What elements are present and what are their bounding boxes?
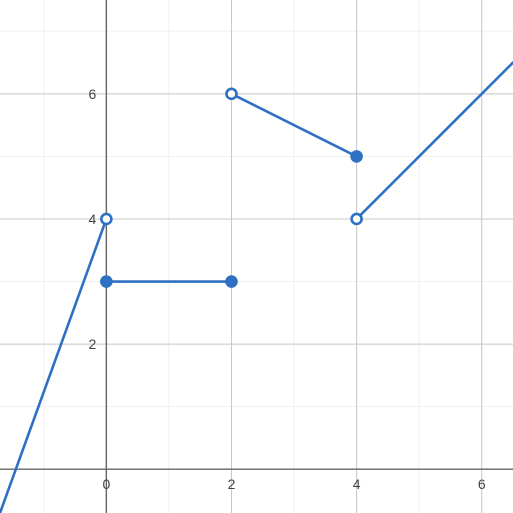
closed-point [352, 151, 362, 161]
closed-point [226, 277, 236, 287]
x-tick-label: 0 [102, 476, 110, 492]
plot-svg: 0 2 4 6 2 4 6 [0, 0, 513, 513]
y-tick-label: 6 [88, 86, 96, 102]
y-tick-label: 4 [88, 211, 96, 227]
closed-point [101, 277, 111, 287]
x-tick-label: 2 [228, 476, 236, 492]
open-point [101, 214, 111, 224]
x-tick-label: 6 [478, 476, 486, 492]
x-tick-label: 4 [353, 476, 361, 492]
open-point [352, 214, 362, 224]
coordinate-plane[interactable]: 0 2 4 6 2 4 6 [0, 0, 513, 513]
open-point [226, 89, 236, 99]
y-tick-label: 2 [88, 336, 96, 352]
